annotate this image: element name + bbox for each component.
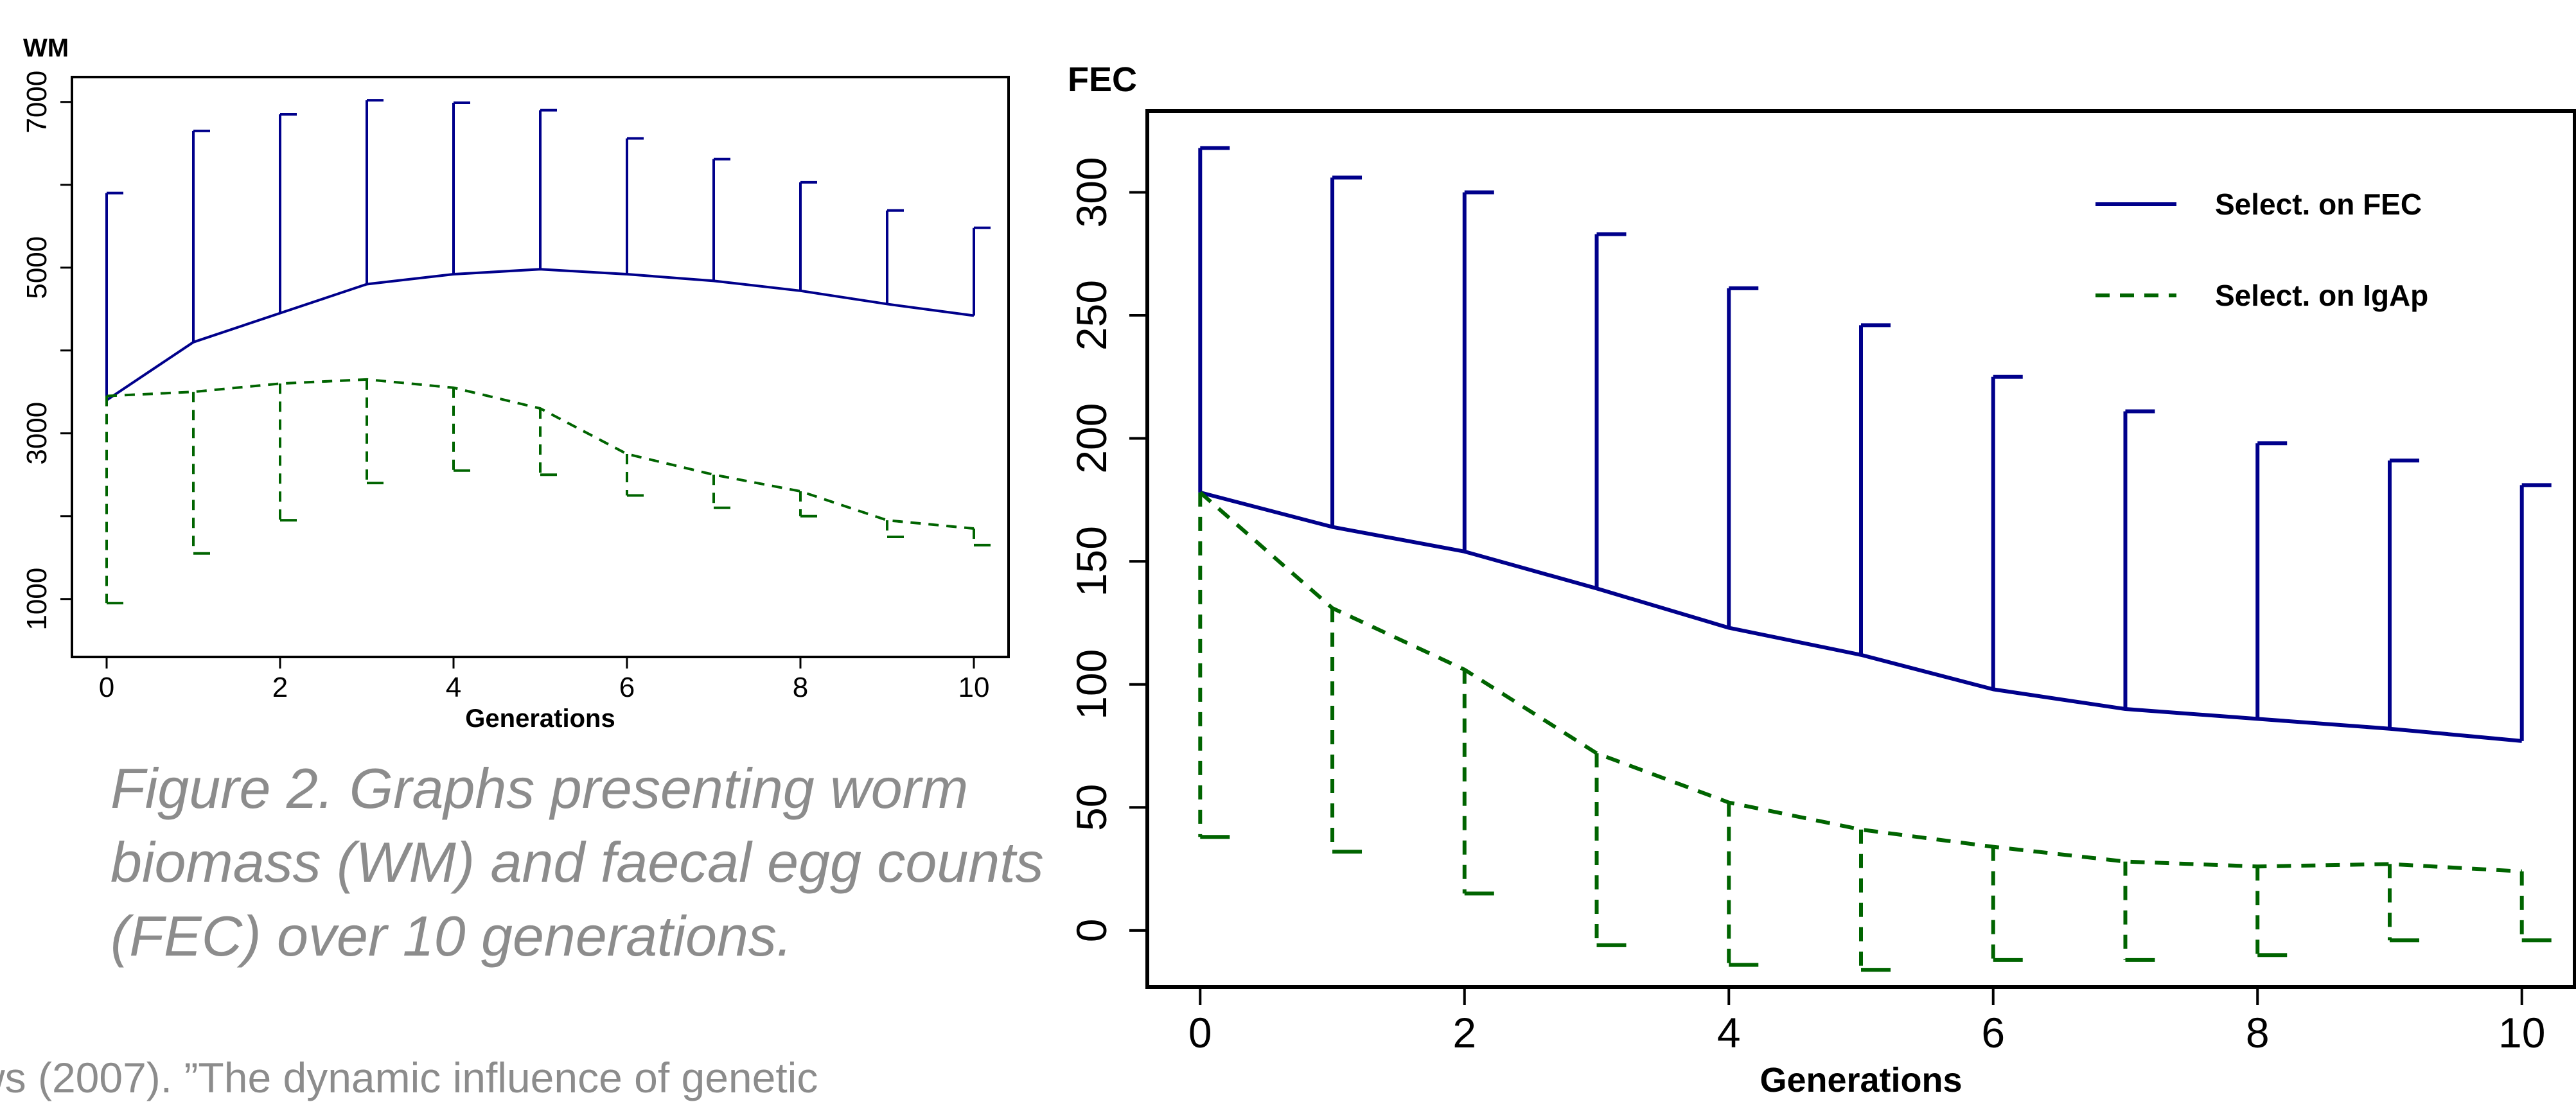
data-point	[1463, 550, 1466, 553]
data-point	[1199, 491, 1201, 494]
x-axis: 0 2 4 6 8 10	[99, 656, 990, 703]
y-tick-label: 5000	[21, 236, 53, 299]
y-axis: 0 50 100 150 200 250 300	[1068, 157, 1149, 943]
data-point	[1860, 828, 1862, 831]
y-axis-title: WM	[23, 34, 69, 62]
reference-text: ws (2007). ”The dynamic influence of gen…	[0, 1054, 818, 1101]
y-tick-label: 7000	[21, 71, 53, 134]
y-tick-label: 300	[1068, 157, 1115, 227]
data-point	[2388, 728, 2391, 730]
x-tick-label: 0	[1188, 1009, 1212, 1056]
y-tick-label: 1000	[21, 568, 53, 631]
y-tick-label: 50	[1068, 784, 1115, 831]
x-tick-label: 8	[793, 672, 808, 703]
data-point	[2256, 865, 2259, 868]
data-point	[1596, 587, 1598, 590]
y-tick-label: 150	[1068, 526, 1115, 597]
caption-line: (FEC) over 10 generations.	[110, 904, 793, 968]
x-tick-label: 2	[272, 672, 288, 703]
data-point	[1860, 654, 1862, 656]
series-igap	[1198, 491, 2552, 972]
legend: Select. on FEC Select. on IgAp	[2095, 188, 2428, 312]
y-axis-title: FEC	[1068, 60, 1137, 99]
y-tick-label: 250	[1068, 280, 1115, 351]
data-point	[2256, 717, 2259, 720]
data-point	[2521, 740, 2523, 742]
x-axis-label: Generations	[1760, 1061, 1962, 1099]
series-line	[105, 268, 975, 401]
x-tick-label: 4	[446, 672, 461, 703]
y-tick-label: 0	[1068, 919, 1115, 943]
data-point	[1727, 627, 1730, 629]
x-tick-label: 8	[2246, 1009, 2270, 1056]
data-point	[2388, 862, 2391, 865]
data-point	[1727, 801, 1730, 804]
y-tick-label: 200	[1068, 403, 1115, 474]
legend-label: Select. on FEC	[2215, 188, 2422, 221]
data-point	[2521, 870, 2523, 873]
legend-label: Select. on IgAp	[2215, 279, 2428, 312]
caption-line: Figure 2. Graphs presenting worm	[110, 757, 969, 820]
data-point	[1992, 688, 1995, 690]
series-line	[106, 378, 975, 530]
data-point	[2124, 861, 2126, 863]
x-tick-label: 10	[958, 672, 990, 703]
series-fec	[105, 99, 991, 401]
data-point	[1331, 526, 1334, 529]
series-fec	[1198, 146, 2552, 743]
x-tick-label: 2	[1452, 1009, 1476, 1056]
x-tick-label: 10	[2498, 1009, 2545, 1056]
x-tick-label: 6	[619, 672, 635, 703]
data-point	[1992, 846, 1995, 848]
figure-caption: Figure 2. Graphs presenting worm biomass…	[110, 751, 1074, 973]
series-igap	[105, 378, 991, 605]
data-point	[1463, 669, 1466, 671]
y-tick-label: 3000	[21, 402, 53, 465]
x-axis-label: Generations	[465, 704, 615, 733]
caption-line: biomass (WM) and faecal egg counts	[110, 830, 1044, 894]
x-tick-label: 0	[99, 672, 114, 703]
x-tick-label: 6	[1981, 1009, 2005, 1056]
y-tick-label: 100	[1068, 649, 1115, 720]
series-line	[1199, 491, 2522, 873]
x-tick-label: 4	[1717, 1009, 1741, 1056]
data-point	[1596, 752, 1598, 755]
data-point	[2124, 708, 2126, 710]
x-axis: 0 2 4 6 8 10	[1188, 986, 2545, 1056]
series-line	[1199, 490, 2522, 743]
data-point	[1331, 607, 1334, 609]
y-axis: 1000 3000 5000 7000	[21, 71, 73, 631]
